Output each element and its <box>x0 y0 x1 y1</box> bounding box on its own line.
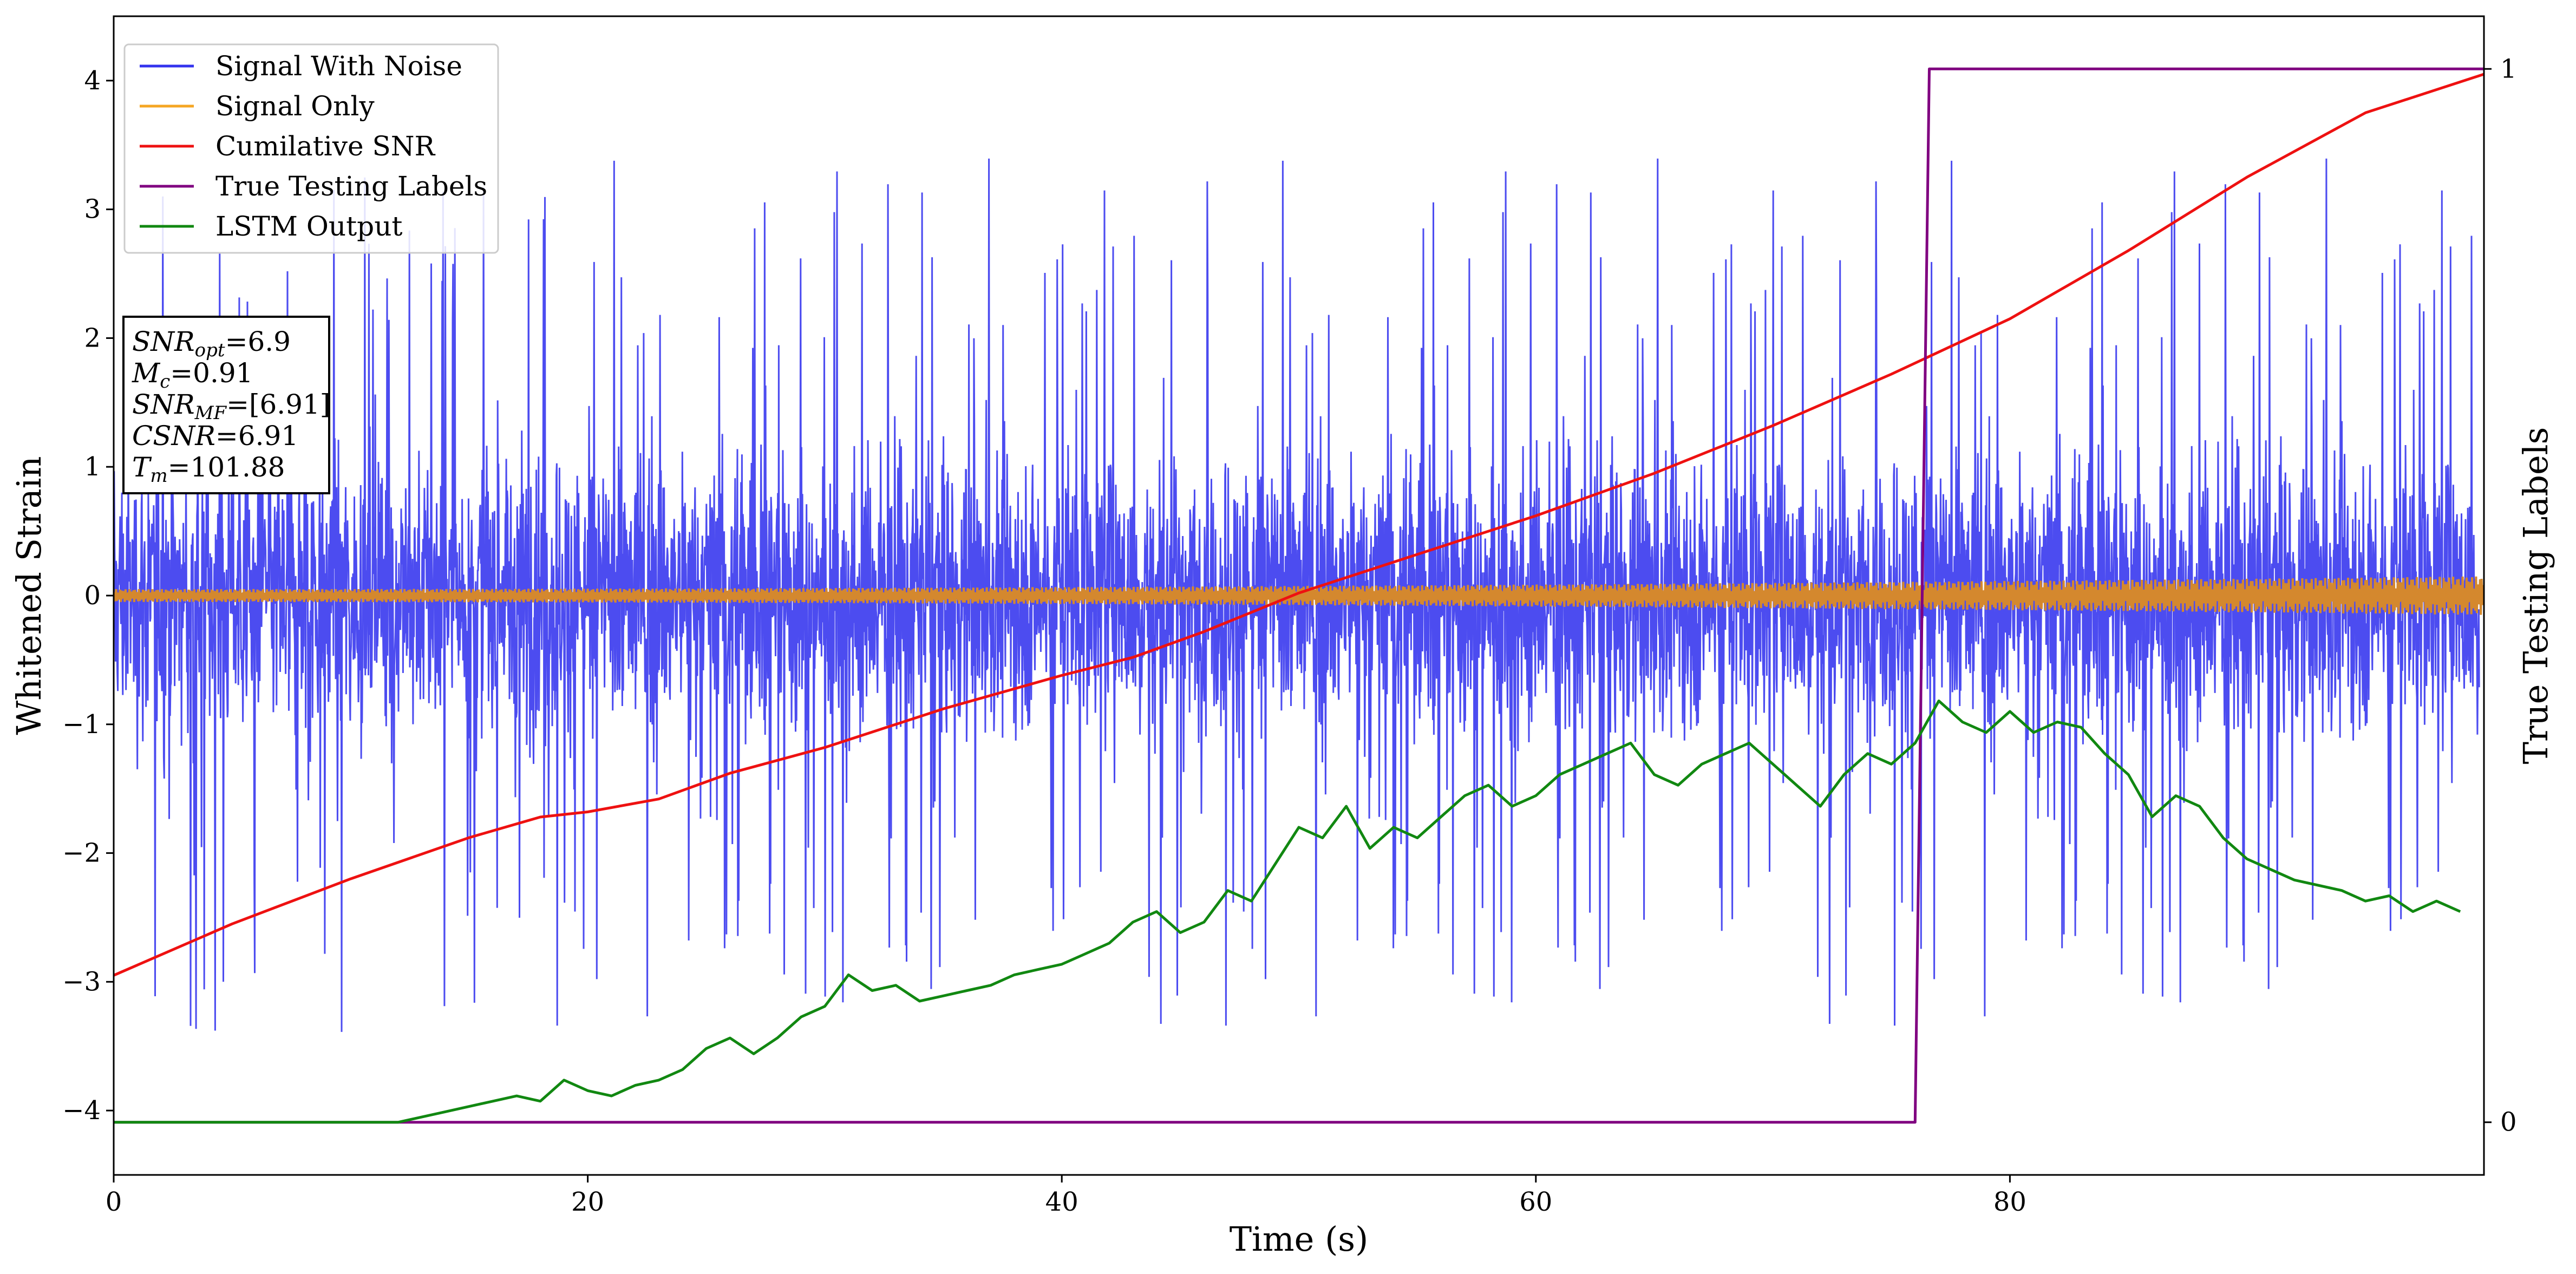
y2-tick-label: 0 <box>2500 1107 2517 1138</box>
y-tick-label: 4 <box>84 66 101 96</box>
x-tick-label: 60 <box>1519 1187 1552 1217</box>
x-tick-label: 0 <box>106 1187 122 1217</box>
y-tick-label: −1 <box>62 709 101 740</box>
legend-label: True Testing Labels <box>215 171 487 202</box>
stats-line: SNRMF=[6.91] <box>132 389 330 424</box>
y2-axis-title: True Testing Labels <box>2516 427 2555 765</box>
x-axis: 0 20 40 60 80 <box>106 1175 2026 1217</box>
signal-only-series <box>114 576 2484 615</box>
legend-label: Signal Only <box>215 90 375 122</box>
legend: Signal With Noise Signal Only Cumilative S… <box>123 43 499 254</box>
stats-line: CSNR=6.91 <box>132 420 298 452</box>
y-axis-right: 01 <box>2484 54 2517 1138</box>
signal-with-noise-line <box>114 158 2480 1032</box>
cumilative-snr-line <box>114 73 2484 977</box>
y-tick-label: −4 <box>62 1095 101 1126</box>
signal-only-line <box>114 576 2484 615</box>
x-axis-title: Time (s) <box>1230 1219 1369 1259</box>
stats-line: Mc=0.91 <box>132 357 253 393</box>
stats-box-frame <box>122 316 330 494</box>
y-axis-left: −4 −3 −2 −1 0 1 2 3 4 <box>62 66 114 1126</box>
signal-with-noise-series <box>114 158 2480 1032</box>
stats-line: Tm=101.88 <box>132 452 285 487</box>
line-series-group <box>114 67 2484 1124</box>
y-tick-label: 0 <box>84 580 101 611</box>
x-tick-label: 80 <box>1993 1187 2026 1217</box>
y-tick-label: −3 <box>62 966 101 997</box>
plot-area <box>114 67 2484 1124</box>
legend-box <box>123 43 499 254</box>
legend-label: Signal With Noise <box>215 50 462 82</box>
y-tick-label: 2 <box>84 323 101 353</box>
y-axis-title: Whitened Strain <box>9 456 49 735</box>
y2-tick-label: 1 <box>2500 54 2517 84</box>
lstm-output-line <box>114 700 2461 1124</box>
y-tick-label: 1 <box>84 452 101 482</box>
legend-label: LSTM Output <box>215 211 402 242</box>
stats-line: SNRopt=6.9 <box>132 326 291 361</box>
legend-label: Cumilative SNR <box>215 130 435 162</box>
x-tick-label: 40 <box>1045 1187 1078 1217</box>
y-tick-label: −2 <box>62 838 101 868</box>
x-tick-label: 20 <box>571 1187 604 1217</box>
true-testing-labels-line <box>114 67 2484 1124</box>
stats-box: SNRopt=6.9Mc=0.91SNRMF=[6.91]CSNR=6.91Tm… <box>122 316 330 494</box>
y-tick-label: 3 <box>84 194 101 225</box>
